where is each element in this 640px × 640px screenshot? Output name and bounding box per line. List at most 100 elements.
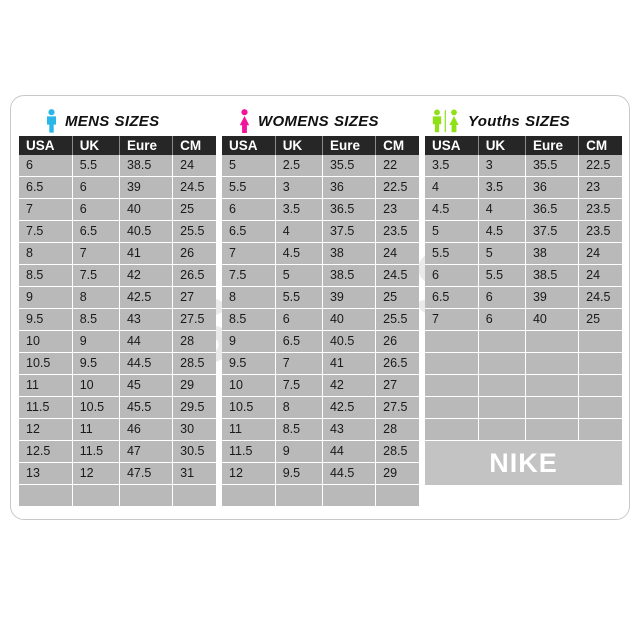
column-header-uk: UK	[478, 136, 526, 155]
table-row-empty	[425, 374, 622, 397]
female-figure-icon	[238, 109, 251, 133]
cell-usa: 6.5	[425, 286, 479, 309]
cell-uk: 5	[478, 242, 526, 265]
cell-eure: 42	[322, 374, 377, 397]
cell-empty	[478, 396, 526, 419]
cell-cm: 30.5	[172, 440, 216, 463]
cell-usa: 6.5	[19, 176, 73, 199]
section-title-womens: WOMENS SIZES	[258, 112, 379, 130]
cell-cm: 24.5	[578, 286, 622, 309]
cell-uk: 4	[275, 220, 323, 243]
cell-uk: 11	[72, 418, 120, 441]
cell-empty	[375, 484, 419, 507]
cell-cm: 22.5	[578, 155, 622, 177]
cell-uk: 7.5	[72, 264, 120, 287]
cell-empty	[578, 352, 622, 375]
table-row-empty	[425, 352, 622, 375]
table-row: 12 9.5 44.5 29	[222, 462, 419, 485]
cell-usa: 7.5	[19, 220, 73, 243]
cell-uk: 6	[72, 176, 120, 199]
cell-usa: 8.5	[222, 308, 276, 331]
cell-eure: 40	[119, 198, 174, 221]
cell-eure: 41	[322, 352, 377, 375]
cell-uk: 7	[72, 242, 120, 265]
cell-usa: 10.5	[222, 396, 276, 419]
cell-eure: 42.5	[119, 286, 174, 309]
cell-eure: 35.5	[525, 155, 580, 177]
cell-usa: 8	[222, 286, 276, 309]
table-row: 9.5 8.5 43 27.5	[19, 308, 216, 331]
section-mens: MENS SIZES USA UK Eure CM 6 5.5 38.5 24	[19, 106, 216, 510]
cell-eure: 38.5	[119, 155, 174, 177]
cell-eure: 36.5	[525, 198, 580, 221]
cell-uk: 3.5	[275, 198, 323, 221]
cell-uk: 11.5	[72, 440, 120, 463]
cell-empty	[222, 484, 276, 507]
cell-empty	[425, 396, 479, 419]
cell-usa: 5.5	[222, 176, 276, 199]
table-row: 3.5 3 35.5 22.5	[425, 155, 622, 177]
table-header-row: USA UK Eure CM	[19, 136, 216, 155]
cell-eure: 43	[119, 308, 174, 331]
cell-cm: 24	[578, 264, 622, 287]
cell-uk: 7.5	[275, 374, 323, 397]
cell-uk: 5.5	[275, 286, 323, 309]
cell-uk: 12	[72, 462, 120, 485]
table-row: 12.5 11.5 47 30.5	[19, 440, 216, 463]
table-row: 10 7.5 42 27	[222, 374, 419, 397]
cell-empty	[425, 352, 479, 375]
cell-eure: 36.5	[322, 198, 377, 221]
cell-empty	[525, 352, 580, 375]
youth-figures-icon	[431, 109, 461, 133]
cell-usa: 9	[19, 286, 73, 309]
table-row: 8 5.5 39 25	[222, 286, 419, 309]
cell-cm: 29	[375, 462, 419, 485]
table-row: 7.5 6.5 40.5 25.5	[19, 220, 216, 243]
cell-cm: 28	[375, 418, 419, 441]
cell-cm: 29	[172, 374, 216, 397]
cell-usa: 11.5	[19, 396, 73, 419]
table-header-row: USA UK Eure CM	[425, 136, 622, 155]
column-header-uk: UK	[72, 136, 120, 155]
table-header-row: USA UK Eure CM	[222, 136, 419, 155]
cell-eure: 46	[119, 418, 174, 441]
cell-cm: 25.5	[172, 220, 216, 243]
cell-usa: 11	[222, 418, 276, 441]
cell-usa: 9.5	[222, 352, 276, 375]
cell-cm: 27.5	[375, 396, 419, 419]
cell-eure: 40	[525, 308, 580, 331]
cell-usa: 12	[222, 462, 276, 485]
cell-eure: 44.5	[119, 352, 174, 375]
cell-eure: 44	[119, 330, 174, 353]
nike-brand-label: NIKE	[425, 440, 622, 485]
table-row: 13 12 47.5 31	[19, 462, 216, 485]
cell-cm: 23	[578, 176, 622, 199]
cell-cm: 23.5	[578, 198, 622, 221]
table-row: 5.5 5 38 24	[425, 242, 622, 265]
table-row-empty	[19, 484, 216, 507]
cell-cm: 26	[375, 330, 419, 353]
cell-uk: 2.5	[275, 155, 323, 177]
cell-uk: 5.5	[72, 155, 120, 177]
cell-cm: 26	[172, 242, 216, 265]
cell-uk: 9	[72, 330, 120, 353]
cell-eure: 41	[119, 242, 174, 265]
table-row: 6.5 4 37.5 23.5	[222, 220, 419, 243]
column-header-usa: USA	[222, 136, 276, 155]
cell-empty	[578, 396, 622, 419]
column-header-eure: Eure	[119, 136, 174, 155]
cell-uk: 8	[275, 396, 323, 419]
cell-usa: 8	[19, 242, 73, 265]
cell-usa: 7.5	[222, 264, 276, 287]
cell-eure: 38.5	[322, 264, 377, 287]
table-row: 4 3.5 36 23	[425, 176, 622, 199]
cell-empty	[525, 374, 580, 397]
brand-row: NIKE	[425, 440, 622, 485]
table-row: 11 10 45 29	[19, 374, 216, 397]
column-header-cm: CM	[172, 136, 216, 155]
cell-uk: 6	[478, 286, 526, 309]
cell-eure: 45	[119, 374, 174, 397]
table-row: 8 7 41 26	[19, 242, 216, 265]
